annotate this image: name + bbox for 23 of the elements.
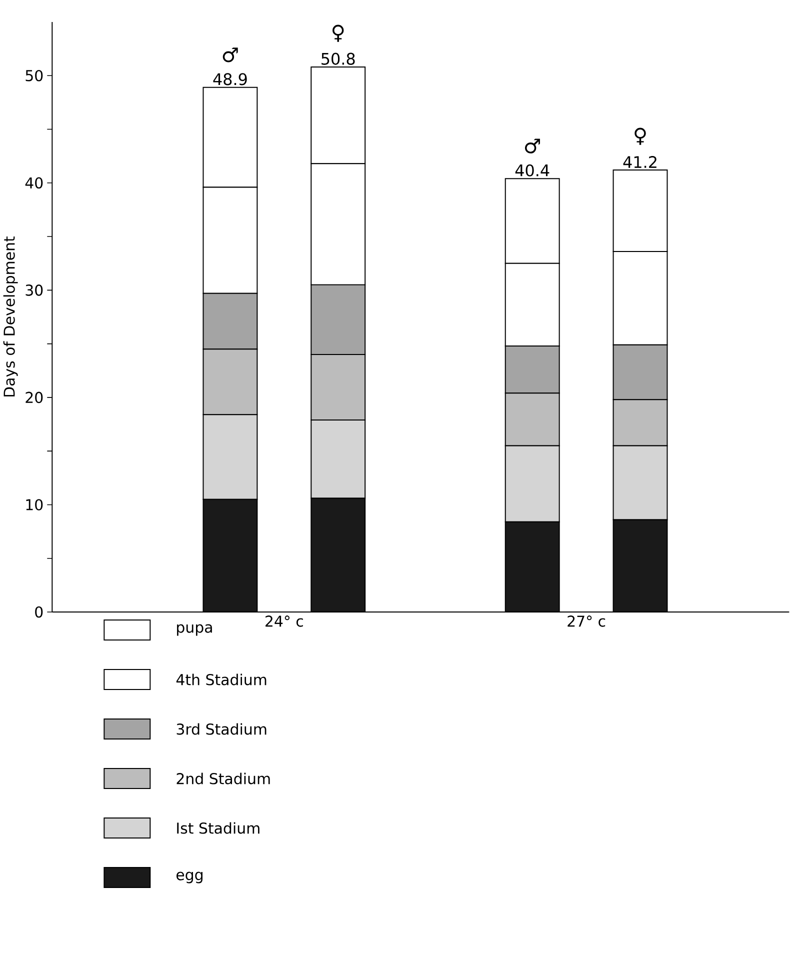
legend-label: 3rd Stadium [176,723,266,735]
legend-label: egg [176,872,203,884]
legend-label: 4th Stadium [176,674,266,686]
y-axis-title: Days of Development [4,236,18,396]
total-label: 41.2 [623,156,657,168]
total-label: 40.4 [516,164,550,176]
y-tick-label: 50 [26,70,43,82]
y-tick-label: 10 [26,499,43,510]
text: 27° c [568,616,606,627]
total-label: 48.9 [213,73,247,86]
legend-label: pupa [177,624,212,636]
legend-label: 2nd Stadium [176,772,270,784]
x-tick-label: ♂ [223,48,238,62]
x-tick-label: ♀ [634,128,646,145]
text: 24° c [266,616,304,627]
x-tick-label: ♂ [525,138,540,154]
total-label: 50.8 [322,52,355,65]
x-tick-label: ♀ [332,24,344,42]
legend-label: Ist Stadium [177,822,260,834]
y-tick-label: 40 [26,177,43,189]
y-tick-label: 30 [26,284,43,296]
y-tick-label: 20 [26,392,43,404]
y-tick-label: 0 [35,606,43,618]
